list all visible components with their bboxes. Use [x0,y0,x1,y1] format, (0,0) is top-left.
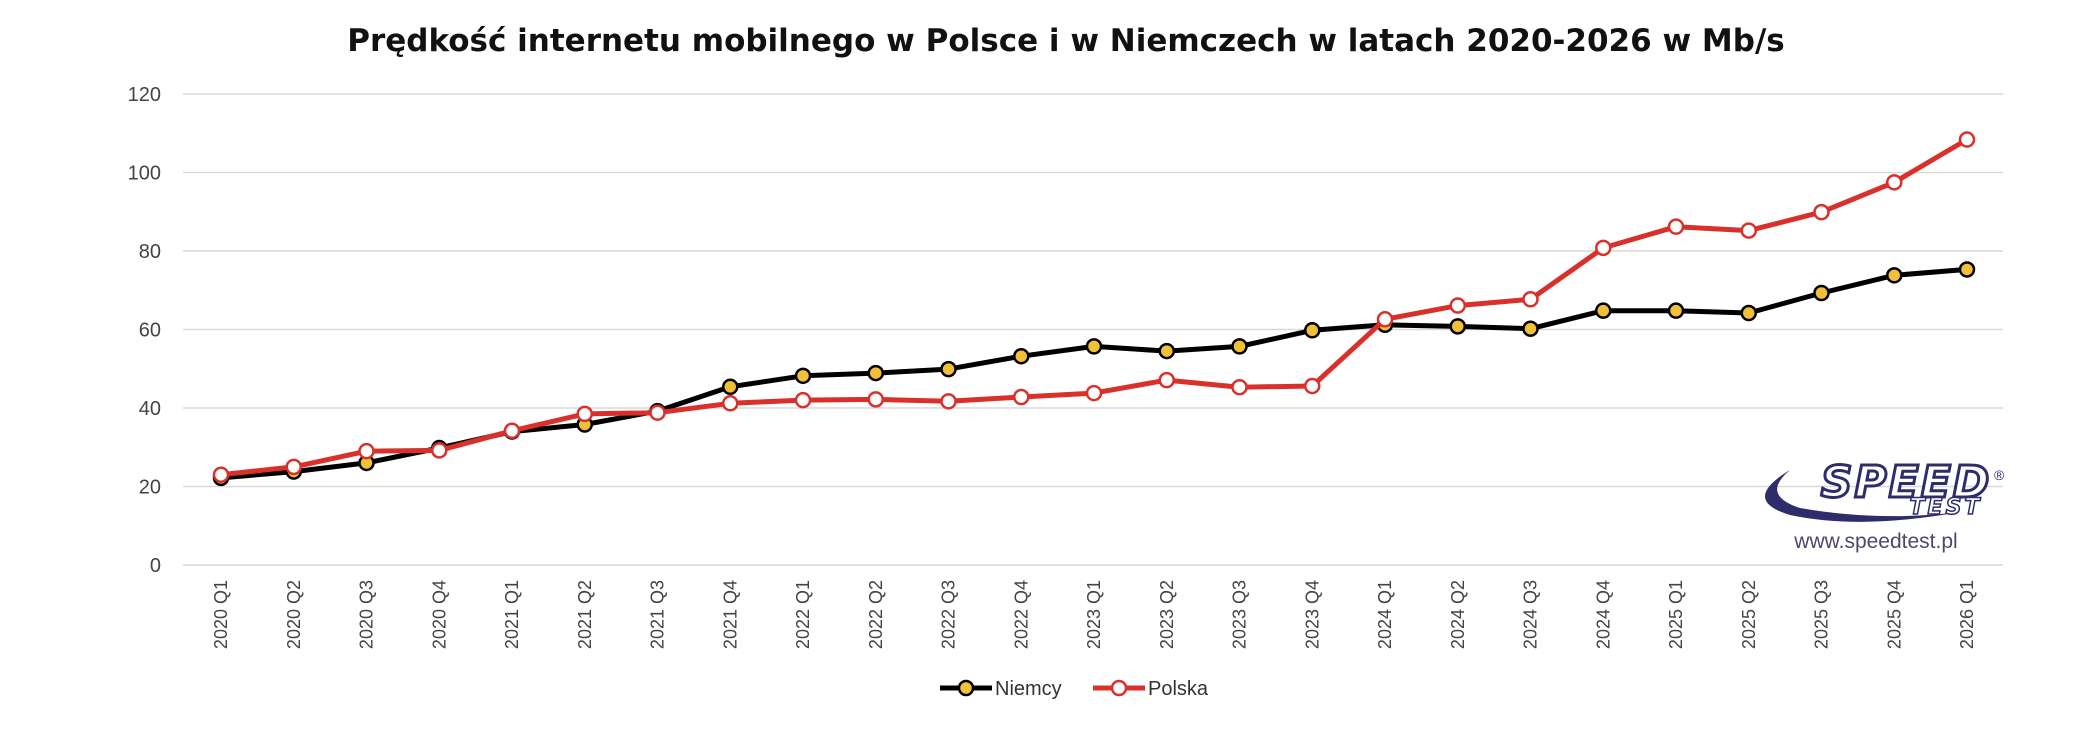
data-point [1085,338,1103,355]
x-tick-label: 2022 Q1 [793,580,813,649]
data-point [358,442,375,460]
x-tick-label: 2020 Q3 [357,580,377,649]
data-point [1740,304,1757,322]
data-point [1304,322,1321,339]
y-tick-label: 0 [150,555,161,577]
data-point [1449,297,1466,314]
data-point [1958,261,1976,278]
x-tick-label: 2023 Q4 [1302,580,1322,649]
x-tick-label: 2024 Q1 [1375,580,1395,649]
series-line [218,137,1970,478]
logo-subtext: TEST [1910,495,1983,520]
data-point [1231,338,1248,355]
legend-marker [957,679,975,697]
data-point [1522,291,1539,308]
data-point [649,404,666,421]
legend-item-niemcy: Niemcy [940,678,1062,700]
x-tick-label: 2021 Q1 [502,580,522,649]
data-point [576,405,593,423]
x-tick-label: 2021 Q4 [720,580,740,649]
x-tick-label: 2021 Q3 [648,580,668,649]
y-tick-label: 80 [139,241,161,263]
x-tick-label: 2024 Q3 [1521,580,1541,649]
data-point [503,422,521,440]
data-point [1449,318,1466,335]
data-point [285,458,302,476]
x-tick-label: 2025 Q4 [1884,580,1904,649]
data-point [940,393,957,410]
x-tick-label: 2020 Q2 [284,580,304,649]
data-point [1667,218,1685,235]
legend-label: Niemcy [995,678,1062,700]
series-layer [212,131,1976,487]
data-point [1813,284,1830,302]
data-point [1085,384,1103,402]
y-tick-label: 100 [128,163,161,185]
data-point [1158,342,1175,360]
x-tick-label: 2022 Q3 [939,580,959,649]
y-axis-ticks: 0 20 40 60 80 100 120 [128,84,161,577]
chart-title: Prędkość internetu mobilnego w Polsce i … [347,23,1785,59]
x-tick-label: 2023 Q3 [1230,580,1250,649]
series-niemcy [212,261,1976,487]
data-point [1376,311,1394,328]
y-tick-label: 60 [139,320,161,342]
x-tick-label: 2022 Q4 [1011,580,1031,649]
legend-label: Polska [1148,678,1209,700]
data-point [794,391,812,409]
data-point [1522,320,1539,337]
x-tick-label: 2025 Q3 [1812,580,1832,649]
x-tick-label: 2025 Q1 [1666,580,1686,649]
data-point [1886,267,1903,284]
x-tick-label: 2025 Q2 [1739,580,1759,649]
gridlines [183,93,2003,566]
data-point [1667,302,1685,319]
data-point [431,442,448,459]
x-tick-label: 2023 Q1 [1084,580,1104,649]
legend-item-polska: Polska [1093,678,1209,700]
legend: Niemcy Polska [940,678,1209,700]
x-tick-label: 2023 Q2 [1157,580,1177,649]
y-tick-label: 120 [128,84,161,106]
data-point [1158,371,1175,389]
legend-marker [1110,679,1128,697]
logo-wordmark: SPEED [1821,457,1992,508]
y-tick-label: 40 [139,398,161,420]
speedtest-logo: SPEED TEST ® www.speedtest.pl [1765,456,2005,553]
x-tick-label: 2026 Q1 [1957,580,1977,649]
logo-url: www.speedtest.pl [1793,530,1957,553]
data-point [1304,377,1321,395]
x-tick-label: 2024 Q4 [1593,580,1613,649]
x-tick-label: 2022 Q2 [866,580,886,649]
x-tick-label: 2021 Q2 [575,580,595,649]
x-tick-label: 2020 Q4 [429,580,449,649]
data-point [722,378,739,396]
registered-mark: ® [1994,467,2005,483]
data-point [794,367,812,385]
x-tick-label: 2020 Q1 [211,580,231,649]
data-point [867,364,884,382]
data-point [212,466,230,483]
data-point [1013,347,1030,365]
series-line [218,266,1970,481]
y-tick-label: 20 [139,477,161,499]
data-point [1886,174,1903,191]
data-point [722,395,739,412]
data-point [1595,302,1612,319]
data-point [867,391,884,408]
x-axis-ticks: 2020 Q1 2020 Q2 2020 Q3 2020 Q4 2021 Q1 2021 … [211,580,1977,649]
data-point [1013,388,1030,406]
data-point [1231,378,1248,396]
data-point [1958,131,1976,148]
series-polska [212,131,1976,483]
data-point [1595,239,1612,257]
x-tick-label: 2024 Q2 [1448,580,1468,649]
data-point [1813,203,1830,221]
data-point [940,360,957,378]
data-point [1740,222,1757,239]
